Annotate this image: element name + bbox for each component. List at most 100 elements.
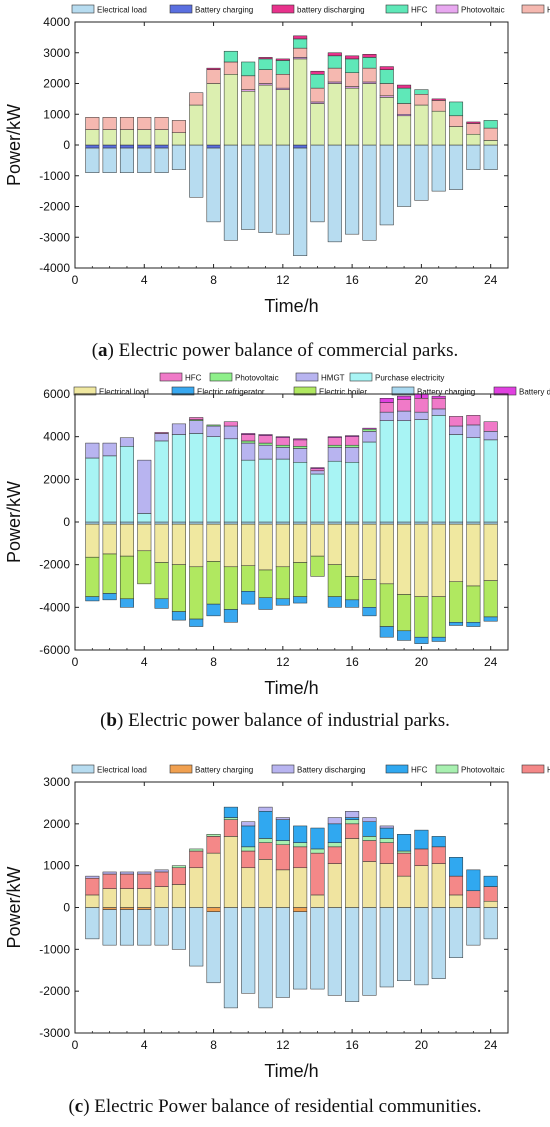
bar-photovoltaic	[189, 848, 204, 852]
bar-purchase-electricity	[137, 513, 152, 523]
bar-battery-charging	[206, 521, 221, 525]
bar-purchase-electricity	[171, 884, 186, 908]
x-tick-label: 4	[141, 655, 148, 669]
bar-electric-refrigerator	[397, 630, 412, 641]
bar-hfc	[345, 436, 360, 446]
bar-battery-charging	[189, 521, 204, 525]
bar-hfc	[466, 415, 481, 426]
y-tick-label: 1000	[43, 859, 70, 873]
bar-hmgt	[293, 846, 308, 869]
bar-photovoltaic	[327, 842, 342, 848]
bar-purchase-electricity	[310, 894, 325, 908]
bar-electrical-load	[449, 144, 464, 190]
legend-label-electrical-load: Electrical load	[97, 6, 147, 15]
bar-purchase-electricity	[241, 459, 256, 523]
bar-electrical-load	[137, 147, 152, 173]
bar-battery-charging	[293, 521, 308, 525]
bar-hmgt	[241, 850, 256, 869]
bar-battery-charging	[119, 521, 134, 525]
bar-hfc	[397, 399, 412, 412]
bar-purchase-electricity	[362, 861, 377, 908]
bar-hmgt	[171, 423, 186, 435]
bar-hfc	[189, 417, 204, 420]
bar-electrical-load	[241, 907, 256, 994]
bar-electrical-load	[327, 907, 342, 996]
bar-electrical-load	[327, 144, 342, 243]
bar-electrical-load	[379, 907, 394, 988]
bar-photovoltaic	[293, 446, 308, 449]
bars	[85, 393, 498, 644]
bar-purchase-electricity	[119, 888, 134, 908]
bar-hmgt	[102, 873, 117, 889]
bar-electrical-load	[483, 523, 498, 581]
bar-hmgt	[258, 444, 273, 460]
bar-purchase-electricity	[362, 441, 377, 523]
caption-commercial: (a) Electric power balance of commercial…	[91, 340, 459, 361]
bar-hmgt	[119, 873, 134, 889]
bar-hmgt	[293, 47, 308, 58]
bar-hfc	[431, 398, 446, 410]
bar-battery-charging	[241, 521, 256, 525]
bar-hfc	[293, 38, 308, 49]
bar-battery-charging	[327, 521, 342, 525]
bar-electrical-load	[275, 523, 290, 568]
bar-hmgt	[310, 87, 325, 103]
chart-svg-industrial: HFC Photovoltaic HMGT Purchase electricity E…	[4, 372, 550, 698]
bar-hmgt	[85, 442, 100, 459]
x-tick-label: 0	[72, 273, 79, 287]
bar-purchase-electricity	[327, 863, 342, 908]
chart-svg-commercial: Electrical load Battery charging battery d…	[4, 4, 550, 316]
bar-electric-refrigerator	[327, 596, 342, 608]
bar-hmgt	[310, 470, 325, 475]
bar-purchase-electricity	[449, 894, 464, 908]
bar-electric-boiler	[206, 561, 221, 605]
y-tick-label: 0	[63, 138, 70, 152]
bar-electric-refrigerator	[483, 616, 498, 622]
bar-hfc	[241, 61, 256, 77]
bar-purchase-electricity	[379, 97, 394, 146]
chart-svg-residential: Electrical load Battery charging Battery d…	[4, 764, 550, 1080]
bar-photovoltaic	[241, 440, 256, 444]
bar-purchase-electricity	[85, 894, 100, 908]
bar-battery-charging	[414, 521, 429, 525]
bar-battery-discharging	[397, 395, 412, 400]
bar-purchase-electricity	[258, 458, 273, 523]
bar-electrical-load	[189, 907, 204, 967]
y-tick-label: 4000	[43, 430, 70, 444]
bar-hmgt	[241, 75, 256, 90]
bar-purchase-electricity	[206, 83, 221, 146]
x-tick-label: 8	[210, 273, 217, 287]
bar-purchase-electricity	[154, 440, 169, 523]
bar-battery-charging	[449, 521, 464, 525]
bar-battery-charging	[466, 521, 481, 525]
bar-electric-refrigerator	[431, 636, 446, 642]
bar-purchase-electricity	[275, 869, 290, 908]
bar-hmgt	[206, 69, 221, 84]
bar-hmgt	[397, 103, 412, 115]
bar-electrical-load	[171, 907, 186, 950]
bar-hmgt	[137, 459, 152, 514]
bar-electrical-load	[154, 147, 169, 173]
bar-hmgt	[431, 408, 446, 416]
legend-label-battery-charging: Battery charging	[417, 388, 475, 397]
bar-electric-boiler	[379, 583, 394, 627]
bar-purchase-electricity	[431, 863, 446, 908]
bar-purchase-electricity	[275, 89, 290, 146]
legend-label-electrical-load: Electrical load	[97, 766, 147, 775]
bar-photovoltaic	[362, 428, 377, 432]
bar-hmgt	[85, 877, 100, 896]
bar-purchase-electricity	[258, 84, 273, 146]
legend-label-battery-discharging: Battery discharging	[297, 766, 365, 775]
bar-hmgt	[171, 120, 186, 133]
bar-electric-refrigerator	[466, 622, 481, 627]
bar-photovoltaic	[258, 838, 273, 843]
bar-purchase-electricity	[102, 888, 117, 908]
y-tick-label: 6000	[43, 387, 70, 401]
x-tick-label: 20	[415, 1038, 429, 1052]
bar-hmgt	[327, 846, 342, 864]
bar-hmgt	[483, 886, 498, 902]
bar-battery-charging	[362, 521, 377, 525]
y-tick-label: -6000	[39, 643, 70, 657]
y-tick-label: -4000	[39, 600, 70, 614]
legend-swatch-electric-refrigerator	[171, 386, 195, 396]
